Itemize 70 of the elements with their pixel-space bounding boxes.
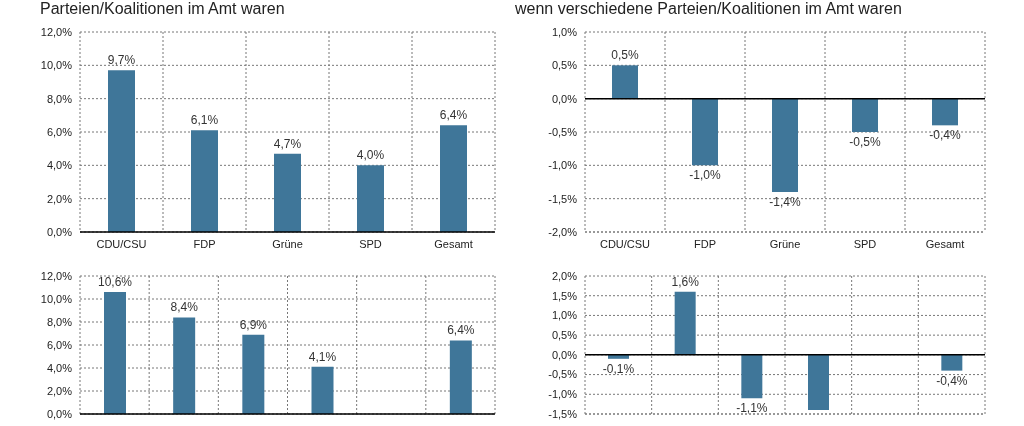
bar (242, 334, 265, 414)
y-tick-label: 2,0% (46, 384, 73, 397)
y-tick-label: -1,0% (548, 388, 578, 401)
bar (191, 130, 218, 232)
bar (173, 317, 196, 414)
y-tick-label: 0,0% (46, 407, 73, 420)
y-tick-label: -0,5% (548, 368, 578, 381)
y-tick-label: 8,0% (46, 315, 73, 328)
data-label: 6,9% (239, 317, 268, 332)
data-label: -1,1% (736, 401, 768, 416)
y-tick-label: 6,0% (46, 125, 73, 138)
data-label: 6,4% (439, 108, 468, 123)
data-label: -1,4% (769, 195, 801, 209)
data-label: 4,0% (356, 148, 385, 163)
y-tick-label: -1,5% (548, 407, 578, 420)
data-label: 4,7% (273, 136, 302, 151)
chart-title: Parteien/Koalitionen im Amt waren (39, 0, 286, 19)
y-tick-label: 4,0% (46, 159, 73, 172)
bar (357, 165, 384, 232)
data-label: -0,1% (602, 361, 635, 376)
bar (108, 70, 135, 232)
x-tick-label: Gesamt (434, 237, 473, 250)
data-label: 1,6% (671, 274, 700, 289)
y-tick-label: -1,0% (548, 159, 578, 172)
y-tick-label: 0,0% (551, 92, 578, 105)
y-tick-label: 0,5% (551, 329, 578, 342)
y-tick-label: -1,5% (548, 192, 578, 205)
x-tick-label: FDP (193, 237, 216, 250)
y-tick-label: 0,5% (551, 59, 578, 72)
bar (440, 125, 467, 232)
x-tick-label: CDU/CSU (96, 237, 147, 250)
data-label: -0,4% (936, 373, 968, 388)
y-tick-label: 2,0% (46, 192, 73, 205)
chart-title: wenn verschiedene Parteien/Koalitionen im Amt waren (514, 0, 903, 19)
x-tick-label: FDP (694, 237, 716, 250)
y-tick-label: 10,0% (40, 292, 73, 305)
x-tick-label: SPD (359, 237, 382, 250)
y-tick-label: -2,0% (548, 225, 578, 238)
x-tick-label: Gesamt (925, 237, 965, 250)
y-tick-label: 1,0% (551, 25, 578, 38)
y-tick-label: 1,0% (551, 309, 578, 322)
data-label: -0,5% (849, 135, 881, 149)
y-tick-label: 4,0% (46, 361, 73, 374)
y-tick-label: 2,0% (551, 269, 578, 282)
x-tick-label: CDU/CSU (599, 237, 651, 250)
data-label: 8,4% (170, 300, 199, 315)
bar (104, 292, 126, 414)
y-tick-label: 12,0% (40, 269, 73, 282)
data-label: 10,6% (97, 275, 133, 290)
bar (449, 340, 472, 414)
data-label: 6,4% (447, 323, 475, 338)
data-label: -1,0% (689, 168, 721, 183)
data-label: 0,5% (611, 48, 639, 63)
y-tick-label: 0,0% (551, 348, 578, 361)
data-label: -0,4% (929, 128, 961, 143)
y-tick-label: 1,5% (551, 289, 578, 302)
y-tick-label: 6,0% (46, 338, 73, 351)
data-label: 6,1% (190, 113, 219, 128)
y-tick-label: 10,0% (40, 59, 73, 72)
x-tick-label: SPD (853, 237, 877, 250)
y-tick-label: -0,5% (548, 125, 578, 138)
y-tick-label: 8,0% (46, 92, 73, 105)
y-tick-label: 12,0% (40, 25, 73, 38)
data-label: 4,1% (308, 349, 337, 364)
bar (311, 366, 334, 414)
y-tick-label: 0,0% (46, 225, 73, 238)
bar (274, 153, 301, 232)
data-label: 9,7% (107, 53, 136, 68)
x-tick-label: Grüne (769, 237, 801, 250)
x-tick-label: Grüne (272, 237, 303, 250)
